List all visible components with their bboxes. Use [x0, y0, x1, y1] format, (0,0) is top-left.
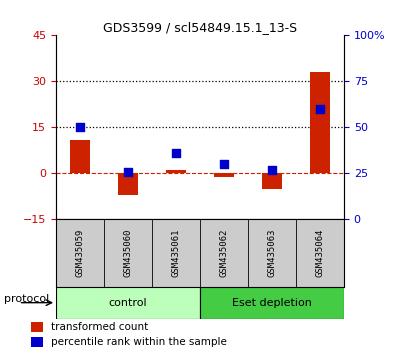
Bar: [31, 322, 43, 332]
Text: protocol: protocol: [4, 294, 49, 304]
FancyBboxPatch shape: [200, 287, 344, 319]
Bar: [70, 140, 90, 173]
FancyBboxPatch shape: [56, 287, 200, 319]
Text: Eset depletion: Eset depletion: [232, 298, 312, 308]
Bar: [262, 173, 282, 189]
Point: [173, 150, 179, 156]
Text: percentile rank within the sample: percentile rank within the sample: [50, 337, 226, 347]
Bar: [166, 170, 186, 173]
Bar: [31, 337, 43, 347]
Text: GSM435060: GSM435060: [124, 229, 132, 277]
Text: GSM435061: GSM435061: [172, 229, 180, 277]
Point: [269, 167, 275, 173]
Text: GSM435062: GSM435062: [220, 229, 228, 277]
Text: transformed count: transformed count: [50, 322, 148, 332]
Bar: [118, 173, 138, 195]
Bar: [310, 72, 330, 173]
Text: GSM435064: GSM435064: [316, 229, 324, 277]
Point: [221, 161, 227, 167]
Text: GSM435063: GSM435063: [268, 229, 276, 277]
Text: control: control: [109, 298, 147, 308]
Title: GDS3599 / scl54849.15.1_13-S: GDS3599 / scl54849.15.1_13-S: [103, 21, 297, 34]
Text: GSM435059: GSM435059: [76, 229, 84, 277]
Point: [125, 169, 131, 175]
Bar: [214, 173, 234, 177]
Point: [77, 125, 83, 130]
Point: [317, 106, 323, 112]
